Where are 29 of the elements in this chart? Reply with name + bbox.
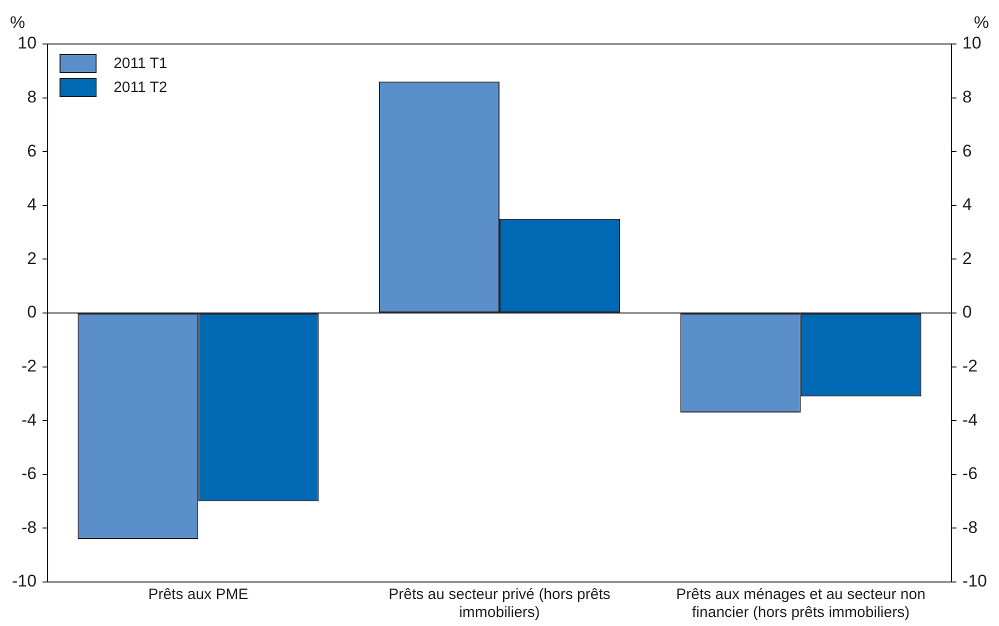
- y-tick-label: -4: [21, 410, 37, 430]
- y-tick-label: -6: [21, 464, 37, 484]
- y2-tick-label: 8: [962, 87, 972, 106]
- y2-tick-label: -2: [962, 356, 978, 376]
- y2-tick-label: -10: [962, 572, 988, 591]
- y2-axis-title: %: [974, 13, 989, 32]
- y2-tick-label: 0: [962, 302, 972, 322]
- y2-tick-label: -6: [962, 464, 978, 484]
- y2-tick-label: 10: [962, 34, 982, 53]
- legend-label: 2011 T1: [114, 55, 168, 72]
- y2-tick-label: -4: [962, 410, 978, 430]
- x-tick-label: Prêts au secteur privé (hors prêts immobiliers): [388, 586, 610, 622]
- x-tick-label: Prêts aux PME: [148, 586, 248, 604]
- y-tick-label: 6: [27, 141, 37, 160]
- y-tick-label: 8: [27, 87, 37, 106]
- y-tick-label: 2: [27, 248, 37, 268]
- y-tick-label: -2: [21, 356, 37, 376]
- y-tick-label: -8: [21, 518, 37, 537]
- y-tick-label: 0: [27, 302, 37, 322]
- y2-tick-label: 2: [962, 248, 972, 268]
- y2-tick-label: 6: [962, 141, 972, 160]
- y-tick-label: 10: [18, 34, 37, 53]
- y2-tick-label: 4: [962, 195, 972, 214]
- y2-tick-label: -8: [962, 518, 978, 537]
- x-tick-label: Prêts aux ménages et au secteur non financier (hors prêts immobiliers): [676, 586, 926, 622]
- y-axis-title: %: [10, 13, 26, 32]
- legend-label: 2011 T2: [114, 79, 168, 96]
- y-tick-label: 4: [27, 195, 37, 214]
- y-tick-label: -10: [12, 572, 37, 591]
